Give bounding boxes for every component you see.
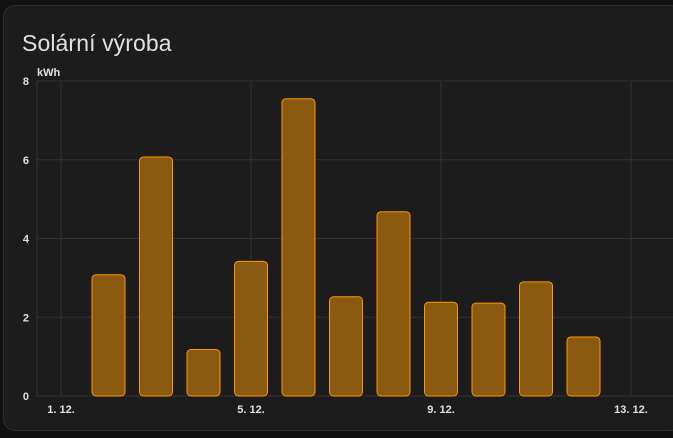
y-tick-label: 8	[23, 76, 29, 88]
y-tick-label: 4	[23, 234, 30, 246]
x-axis-ticks: 1. 12. 5. 12. 9. 12. 13. 12.	[47, 404, 648, 416]
bars[interactable]	[91, 98, 601, 397]
bar[interactable]	[234, 260, 268, 397]
bar[interactable]	[186, 349, 221, 397]
y-axis-unit-label: kWh	[37, 67, 61, 79]
bar[interactable]	[471, 302, 506, 397]
y-tick-label: 6	[23, 155, 29, 167]
y-tick-label: 0	[23, 391, 29, 403]
bar[interactable]	[424, 301, 458, 397]
x-tick-label: 5. 12.	[237, 404, 265, 416]
y-axis-ticks: 0 2 4 6 8	[23, 76, 30, 403]
bar[interactable]	[139, 156, 173, 397]
y-tick-label: 2	[23, 312, 29, 324]
bar[interactable]	[281, 98, 316, 397]
x-tick-label: 13. 12.	[614, 404, 648, 416]
bar[interactable]	[566, 336, 601, 397]
bar[interactable]	[376, 211, 411, 397]
bar[interactable]	[329, 296, 363, 397]
x-tick-label: 9. 12.	[427, 404, 455, 416]
bar[interactable]	[91, 274, 126, 397]
bar[interactable]	[519, 281, 553, 397]
x-tick-label: 1. 12.	[47, 404, 75, 416]
card-title: Solární výroba	[22, 30, 172, 56]
